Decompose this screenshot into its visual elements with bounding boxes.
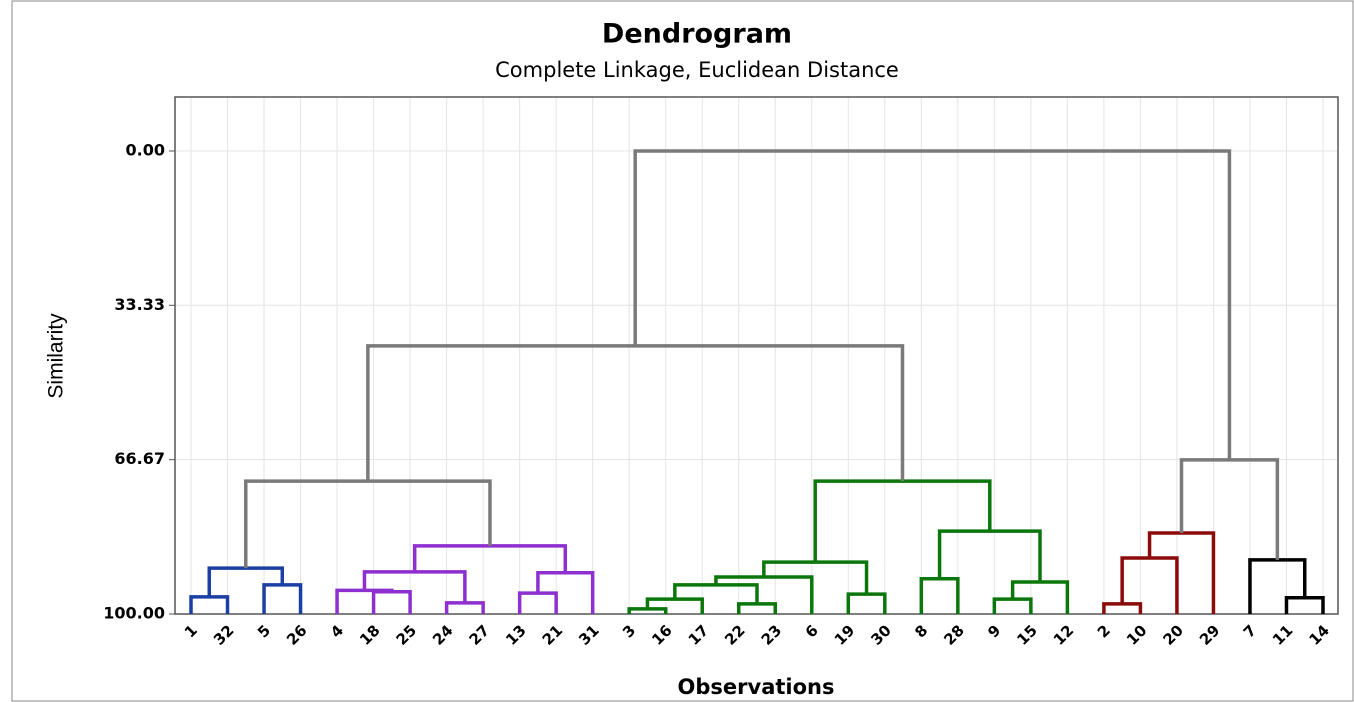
dendrogram-link: [362, 570, 467, 603]
leaf-label: 29: [1196, 621, 1223, 648]
x-axis-label: Observations: [678, 675, 835, 699]
chart-subtitle: Complete Linkage, Euclidean Distance: [495, 58, 899, 82]
leaf-label: 31: [575, 621, 602, 648]
leaf-label: 5: [254, 621, 274, 641]
dendrogram-link: [1284, 596, 1325, 614]
dendrogram-link: [937, 529, 1042, 583]
plot-area: [174, 96, 1339, 615]
y-tick-label: 100.00: [103, 604, 165, 623]
dendrogram-link: [736, 602, 778, 614]
leaf-label: 6: [802, 621, 822, 641]
leaf-label: 19: [831, 621, 858, 648]
y-tick-label: 33.33: [114, 295, 165, 314]
dendrogram-link: [1147, 531, 1216, 614]
dendrogram-link: [846, 592, 887, 614]
leaf-label: 25: [393, 621, 420, 648]
y-tick-label: 0.00: [126, 140, 165, 159]
dendrogram-link: [517, 591, 558, 614]
leaf-label: 22: [721, 621, 748, 648]
dendrogram-link: [412, 544, 568, 573]
dendrogram-link: [633, 149, 1232, 460]
leaf-label: 11: [1269, 621, 1296, 648]
dendrogram-link: [919, 577, 960, 614]
dendrogram-link: [262, 583, 303, 614]
leaf-label: 28: [940, 621, 967, 648]
leaf-label: 1: [181, 621, 201, 641]
chart-border: [11, 0, 1354, 702]
leaf-label: 15: [1013, 621, 1040, 648]
dendrogram-link: [714, 575, 814, 614]
dendrogram-link: [335, 588, 394, 614]
leaf-label: 30: [867, 621, 894, 648]
dendrogram-link: [1179, 458, 1280, 560]
dendrogram-link: [244, 479, 492, 569]
leaf-label: 12: [1050, 621, 1077, 648]
leaf-label: 18: [356, 621, 383, 648]
dendrogram-link: [207, 566, 285, 597]
dendrogram-link: [536, 571, 595, 614]
dendrogram-link: [673, 583, 759, 604]
leaf-label: 8: [911, 621, 931, 641]
dendrogram-link: [371, 590, 412, 614]
leaf-label: 7: [1240, 621, 1260, 641]
dendrogram-link: [992, 597, 1033, 614]
dendrogram-link: [813, 479, 992, 563]
dendrogram-link: [444, 601, 485, 614]
leaf-label: 3: [619, 621, 639, 641]
leaf-label: 21: [539, 621, 566, 648]
leaf-label: 26: [283, 621, 310, 648]
leaf-label: 16: [648, 621, 675, 648]
dendrogram-link: [645, 597, 704, 614]
leaf-label: 9: [984, 621, 1004, 641]
leaf-label: 13: [502, 621, 529, 648]
leaf-label: 32: [210, 621, 237, 648]
y-axis-label: Similarity: [45, 313, 68, 399]
dendrogram-link: [366, 344, 905, 482]
dendrogram-link: [627, 607, 668, 614]
leaf-label: 27: [466, 621, 493, 648]
leaf-label: 24: [429, 621, 456, 648]
chart-title: Dendrogram: [602, 19, 792, 50]
leaf-label: 17: [685, 621, 712, 648]
dendrogram-link: [762, 560, 869, 595]
leaf-label: 23: [758, 621, 785, 648]
dendrogram-link: [1248, 558, 1307, 614]
leaf-label: 20: [1159, 621, 1186, 648]
dendrogram-link: [1120, 556, 1179, 614]
y-tick-label: 66.67: [114, 449, 165, 468]
dendrogram-link: [1102, 602, 1143, 614]
leaf-label: 4: [327, 621, 347, 641]
leaf-label: 10: [1123, 621, 1150, 648]
leaf-label: 2: [1094, 621, 1114, 641]
dendrogram-link: [189, 595, 230, 614]
leaf-label: 14: [1306, 621, 1333, 648]
